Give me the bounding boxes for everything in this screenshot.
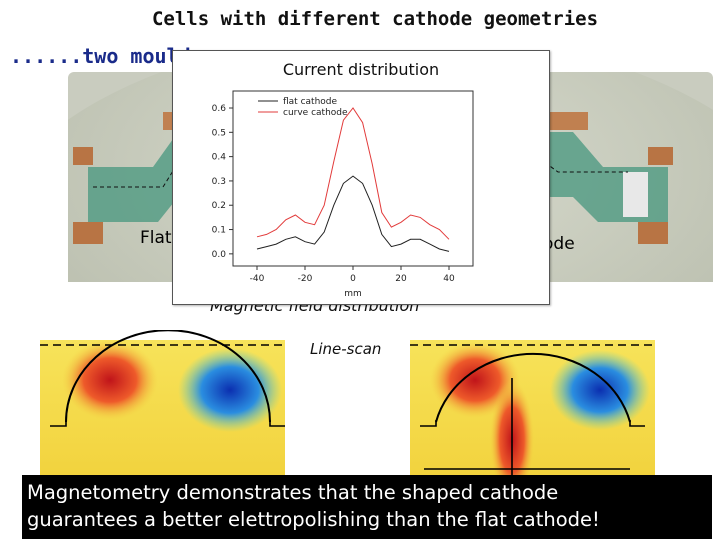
x-tick-label: 0: [350, 274, 356, 284]
y-tick-label: 0.6: [212, 104, 227, 114]
magnetic-field-maps: [40, 330, 655, 475]
legend-label: curve cathode: [283, 108, 348, 118]
slide-subtitle: ......two mould: [10, 44, 191, 68]
y-tick-label: 0.0: [212, 250, 227, 260]
photo-label-flat: Flat: [140, 228, 172, 248]
x-tick-label: 20: [395, 274, 407, 284]
series-line-curve-cathode: [256, 107, 450, 240]
y-tick-label: 0.2: [212, 201, 226, 211]
line-scan-label: Line-scan: [310, 340, 382, 358]
current-distribution-chart: 0.0 0.1 0.2 0.3 0.4 0.5 0.6 -40 -20 0 20 40 mm flat c…: [212, 90, 474, 299]
y-tick-label: 0.3: [212, 177, 226, 187]
x-tick-label: -20: [298, 274, 313, 284]
magnetic-map-curve: [410, 340, 655, 475]
y-tick-label: 0.4: [212, 153, 227, 163]
magnetic-map-flat: [40, 330, 285, 475]
y-tick-label: 0.1: [212, 226, 226, 236]
conclusion-line-2: guarantees a better elettropolishing tha…: [27, 508, 600, 531]
photo-label-curve: ode: [543, 234, 575, 254]
x-tick-label: 40: [443, 274, 455, 284]
y-tick-label: 0.5: [212, 128, 226, 138]
chart-frame: [232, 90, 474, 267]
slide-title: Cells with different cathode geometries: [151, 8, 599, 30]
series-line-flat-cathode: [256, 175, 450, 252]
x-axis-label: mm: [344, 289, 362, 299]
legend-label: flat cathode: [283, 97, 337, 107]
x-tick-label: -40: [250, 274, 265, 284]
conclusion-line-1: Magnetometry demonstrates that the shape…: [27, 481, 559, 504]
conclusion-text: Magnetometry demonstrates that the shape…: [27, 479, 707, 533]
current-distribution-popup: Current distribution 0.0 0.1 0.2 0.3 0.4 0.5 0…: [172, 50, 550, 305]
popup-title: Current distribution: [282, 60, 440, 79]
conclusion-banner: Magnetometry demonstrates that the shape…: [22, 475, 712, 539]
